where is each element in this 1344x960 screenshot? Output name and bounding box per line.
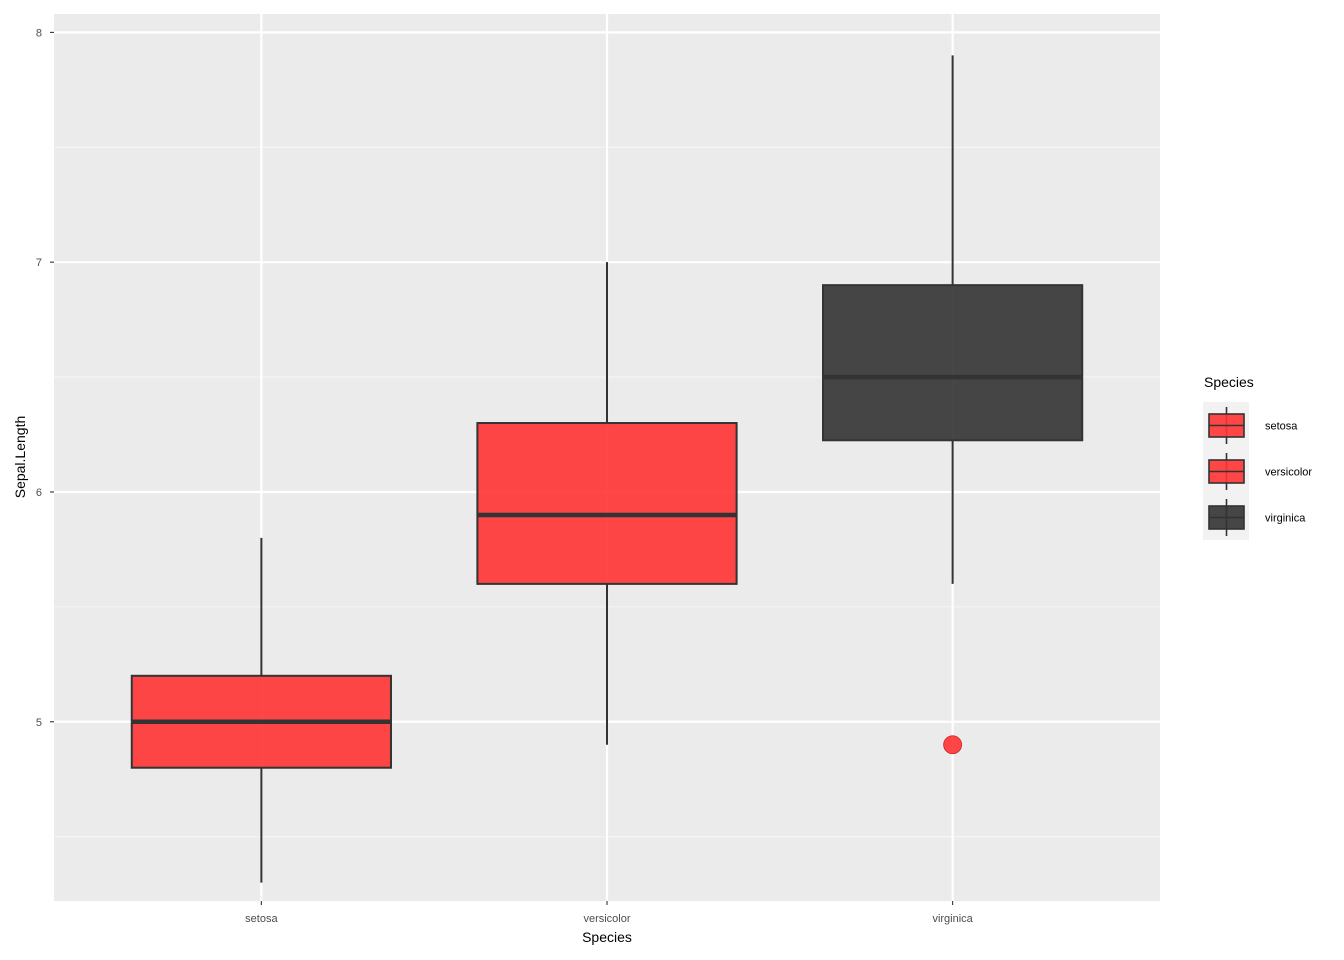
y-tick-label: 7 [36,257,42,269]
y-tick-label: 5 [36,717,42,729]
legend-item-versicolor: versicolor [1208,453,1312,490]
legend: Species setosa versicolor virginica [1203,374,1312,540]
legend-label: versicolor [1265,467,1312,479]
legend-title: Species [1204,374,1254,390]
y-axis: 5 6 7 8 [36,27,54,729]
legend-item-virginica: virginica [1208,499,1306,536]
box-virginica [822,55,1084,755]
x-axis: setosa versicolor virginica [245,901,974,925]
legend-label: virginica [1265,513,1306,525]
legend-label: setosa [1265,421,1298,433]
x-tick-label: virginica [932,913,973,925]
box-body [476,422,738,585]
x-tick-label: setosa [245,913,278,925]
box-versicolor [476,262,738,745]
y-tick-label: 6 [36,487,42,499]
x-tick-label: versicolor [583,913,630,925]
y-tick-label: 8 [36,27,42,39]
y-axis-title: Sepal.Length [12,416,28,499]
box-body [822,284,1084,442]
outlier-point [943,735,963,755]
legend-item-setosa: setosa [1208,407,1298,444]
boxes [130,55,1084,883]
box-setosa [130,537,392,883]
x-axis-title: Species [582,929,632,945]
